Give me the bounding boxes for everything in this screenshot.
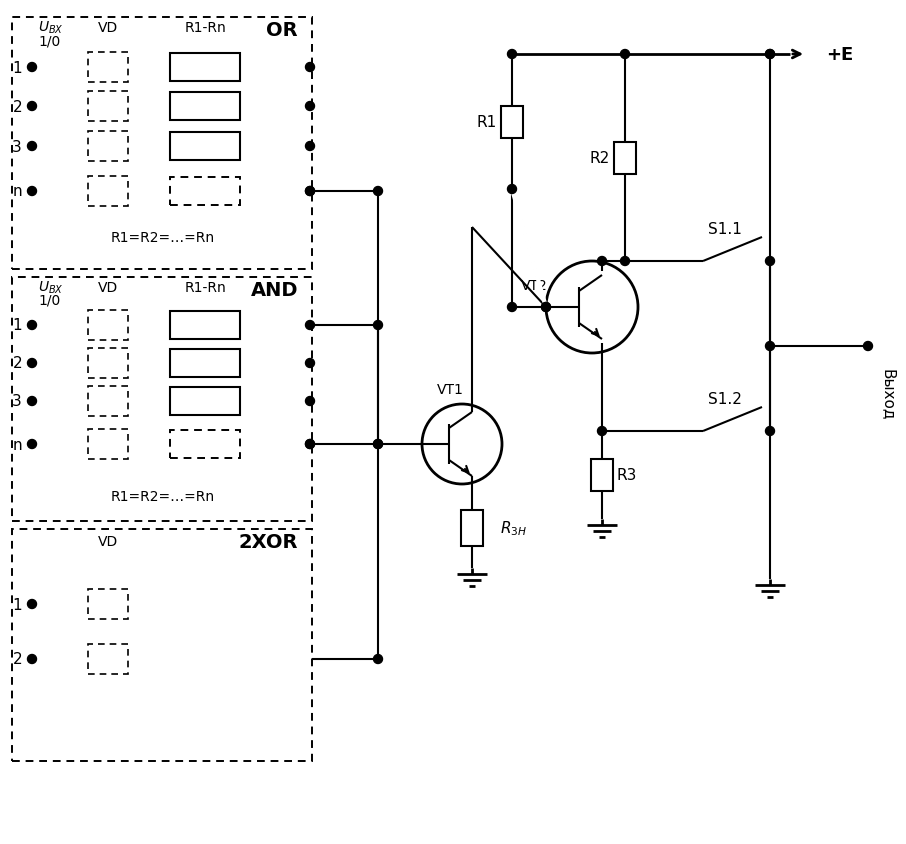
Circle shape [373,655,382,663]
Bar [88,349,128,379]
Circle shape [766,257,775,266]
Bar [170,349,240,377]
Circle shape [27,143,36,151]
Circle shape [305,440,314,449]
Text: n: n [13,184,22,199]
Text: 2XOR: 2XOR [238,532,298,551]
Circle shape [597,427,606,436]
Text: +E: +E [826,46,853,64]
Bar [88,430,128,459]
Bar [170,54,240,82]
Text: 1: 1 [13,318,22,333]
Circle shape [305,359,314,368]
Text: R2: R2 [590,151,610,165]
Text: R1-Rn: R1-Rn [184,281,226,295]
Circle shape [542,303,551,312]
Circle shape [305,397,314,406]
Bar [88,132,128,162]
Text: 1: 1 [13,597,22,612]
Circle shape [766,51,775,59]
Bar [88,53,128,83]
Circle shape [621,51,630,59]
Bar [88,589,128,619]
Circle shape [305,187,314,197]
Bar [170,93,240,121]
Bar [88,92,128,122]
Bar [170,178,240,206]
Circle shape [766,342,775,351]
Text: S1.2: S1.2 [708,392,742,407]
Circle shape [507,303,516,312]
Text: 1: 1 [13,61,22,75]
Text: n: n [13,437,22,452]
Text: $U_{BX}$: $U_{BX}$ [38,279,63,296]
Bar [501,106,523,138]
Bar [88,644,128,674]
Circle shape [373,440,382,449]
Text: VD: VD [98,21,118,35]
Text: S1.1: S1.1 [708,222,742,237]
Circle shape [597,257,606,266]
Circle shape [27,321,36,330]
Text: 2: 2 [13,652,22,667]
Text: OR: OR [266,20,298,40]
Text: 3: 3 [13,139,22,154]
Bar [461,511,483,546]
Circle shape [766,427,775,436]
Text: $R_{3H}$: $R_{3H}$ [500,519,526,538]
Bar [88,311,128,341]
Circle shape [27,187,36,197]
Text: 1/0: 1/0 [38,34,61,48]
Text: VD: VD [98,534,118,549]
Circle shape [305,63,314,73]
Circle shape [373,321,382,330]
Bar [170,387,240,415]
Text: VD: VD [98,281,118,295]
Text: VT2: VT2 [521,279,547,293]
Text: Выход: Выход [881,369,895,420]
Text: 3: 3 [13,394,22,409]
Circle shape [27,600,36,609]
Circle shape [305,143,314,151]
Circle shape [863,342,872,351]
Bar [12,278,312,522]
Text: VT1: VT1 [437,382,464,397]
Text: $U_{BX}$: $U_{BX}$ [38,19,63,36]
Circle shape [373,187,382,197]
Circle shape [507,186,516,194]
Text: 2: 2 [13,356,22,371]
Bar [170,311,240,339]
Bar [88,176,128,207]
Circle shape [27,397,36,406]
Text: R3: R3 [617,468,638,483]
Text: AND: AND [250,280,298,299]
Circle shape [373,440,382,449]
Text: 2: 2 [13,100,22,115]
Circle shape [305,102,314,111]
Bar [12,529,312,761]
Circle shape [507,51,516,59]
Bar [88,387,128,416]
Circle shape [766,51,775,59]
Bar [170,133,240,161]
Text: R1: R1 [477,115,497,130]
Bar [12,18,312,270]
Text: R1=R2=…=Rn: R1=R2=…=Rn [111,230,215,245]
Text: R1-Rn: R1-Rn [184,21,226,35]
Circle shape [27,102,36,111]
Text: 1/0: 1/0 [38,294,61,307]
Circle shape [305,321,314,330]
Bar [591,459,613,491]
Circle shape [27,359,36,368]
Text: R1=R2=…=Rn: R1=R2=…=Rn [111,490,215,503]
Bar [614,143,636,175]
Circle shape [27,63,36,73]
Bar [170,430,240,458]
Circle shape [305,187,314,197]
Circle shape [27,440,36,449]
Circle shape [542,303,551,312]
Circle shape [305,440,314,449]
Circle shape [27,655,36,663]
Circle shape [621,257,630,266]
